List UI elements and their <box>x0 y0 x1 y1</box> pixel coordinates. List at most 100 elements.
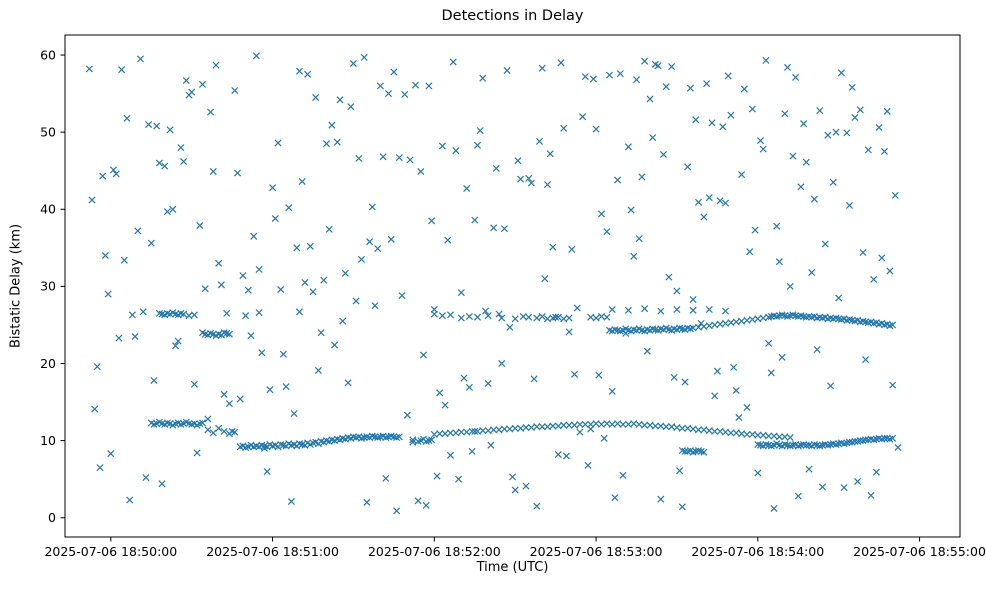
scatter-marker-x <box>465 383 473 391</box>
scatter-marker-x <box>665 273 673 281</box>
scatter-marker-x <box>266 386 274 394</box>
scatter-marker-x <box>126 496 134 504</box>
scatter-marker-x <box>463 184 471 193</box>
scatter-marker-x <box>201 285 209 293</box>
scatter-marker-x <box>579 113 587 121</box>
scatter-marker-x <box>411 81 420 89</box>
scatter-marker-x <box>657 307 665 315</box>
scatter-marker-x <box>490 224 498 232</box>
scatter-marker-x <box>511 424 519 432</box>
scatter-marker-x <box>498 359 506 368</box>
scatter-marker-x <box>851 113 859 122</box>
scatter-marker-x <box>258 349 266 357</box>
scatter-marker-x <box>147 239 155 247</box>
scatter-marker-x <box>646 95 654 103</box>
scatter-marker-x <box>236 395 244 403</box>
scatter-marker-x <box>306 242 314 250</box>
scatter-marker-x <box>576 428 584 436</box>
scatter-marker-x <box>748 430 756 438</box>
scatter-marker-x <box>317 329 325 337</box>
scatter-marker-x <box>808 268 816 277</box>
scatter-marker-x <box>190 380 198 388</box>
scatter-marker-x <box>743 430 751 438</box>
scatter-marker-x <box>139 308 147 316</box>
scatter-marker-x <box>694 198 703 206</box>
scatter-marker-x <box>522 423 530 432</box>
scatter-marker-x <box>668 63 676 71</box>
scatter-marker-x <box>166 126 174 134</box>
scatter-marker-x <box>368 203 376 211</box>
scatter-marker-x <box>632 76 641 84</box>
scatter-marker-x <box>603 313 611 321</box>
y-tick-label: 0 <box>48 510 56 525</box>
scatter-marker-x <box>641 421 649 429</box>
scatter-marker-x <box>436 389 444 397</box>
scatter-marker-x <box>641 305 649 313</box>
scatter-marker-x <box>304 70 312 78</box>
scatter-marker-x <box>576 420 584 428</box>
scatter-marker-x <box>441 401 449 409</box>
scatter-marker-x <box>328 121 336 129</box>
scatter-marker-x <box>490 426 498 434</box>
scatter-marker-x <box>180 310 188 318</box>
scatter-marker-x <box>541 275 549 283</box>
scatter-marker-x <box>867 491 875 499</box>
scatter-marker-x <box>174 337 182 345</box>
scatter-marker-x <box>414 497 422 505</box>
scatter-marker-x <box>659 150 668 159</box>
scatter-marker-x <box>279 350 287 358</box>
scatter-marker-x <box>198 419 207 427</box>
scatter-marker-x <box>770 432 778 440</box>
scatter-marker-x <box>794 492 802 500</box>
scatter-marker-x <box>883 107 891 115</box>
scatter-marker-x <box>406 156 414 164</box>
scatter-marker-x <box>568 245 576 253</box>
scatter-marker-x <box>748 105 756 113</box>
scatter-marker-x <box>428 436 436 444</box>
scatter-marker-x <box>225 330 233 338</box>
scatter-marker-x <box>171 342 180 350</box>
scatter-marker-x <box>349 59 357 68</box>
scatter-marker-x <box>802 158 810 166</box>
scatter-marker-x <box>393 507 401 515</box>
scatter-marker-x <box>481 307 490 315</box>
chart-title: Detections in Delay <box>441 8 584 24</box>
scatter-marker-x <box>352 297 360 305</box>
scatter-marker-x <box>649 134 657 142</box>
scatter-marker-x <box>708 119 716 127</box>
scatter-marker-x <box>468 447 476 455</box>
scatter-marker-x <box>425 82 433 90</box>
scatter-marker-x <box>619 420 627 428</box>
scatter-marker-x <box>231 428 239 436</box>
scatter-marker-x <box>818 483 827 491</box>
scatter-marker-x <box>721 199 730 207</box>
scatter-marker-x <box>727 111 735 119</box>
scatter-marker-x <box>255 265 263 273</box>
scatter-marker-x <box>770 504 778 513</box>
scatter-marker-x <box>101 251 109 260</box>
scatter-marker-x <box>177 144 185 152</box>
scatter-marker-x <box>212 61 220 69</box>
scatter-marker-x <box>843 129 851 137</box>
scatter-marker-x <box>700 213 708 221</box>
scatter-marker-x <box>495 310 503 318</box>
scatter-marker-x <box>473 313 482 321</box>
scatter-marker-x <box>85 65 93 73</box>
scatter-marker-x <box>363 498 371 506</box>
scatter-marker-x <box>190 311 198 319</box>
scatter-marker-x <box>387 235 395 243</box>
scatter-marker-x <box>608 387 616 395</box>
scatter-marker-x <box>242 312 250 320</box>
scatter-marker-x <box>538 312 546 321</box>
scatter-marker-x <box>581 73 589 81</box>
scatter-marker-x <box>711 392 719 400</box>
scatter-marker-x <box>99 172 107 180</box>
y-tick-label: 10 <box>40 433 56 448</box>
scatter-marker-x <box>810 195 818 203</box>
scatter-marker-x <box>471 427 479 435</box>
scatter-marker-x <box>457 289 465 297</box>
scatter-marker-x <box>756 137 765 145</box>
scatter-marker-x <box>225 400 233 408</box>
scatter-marker-x <box>694 426 703 434</box>
